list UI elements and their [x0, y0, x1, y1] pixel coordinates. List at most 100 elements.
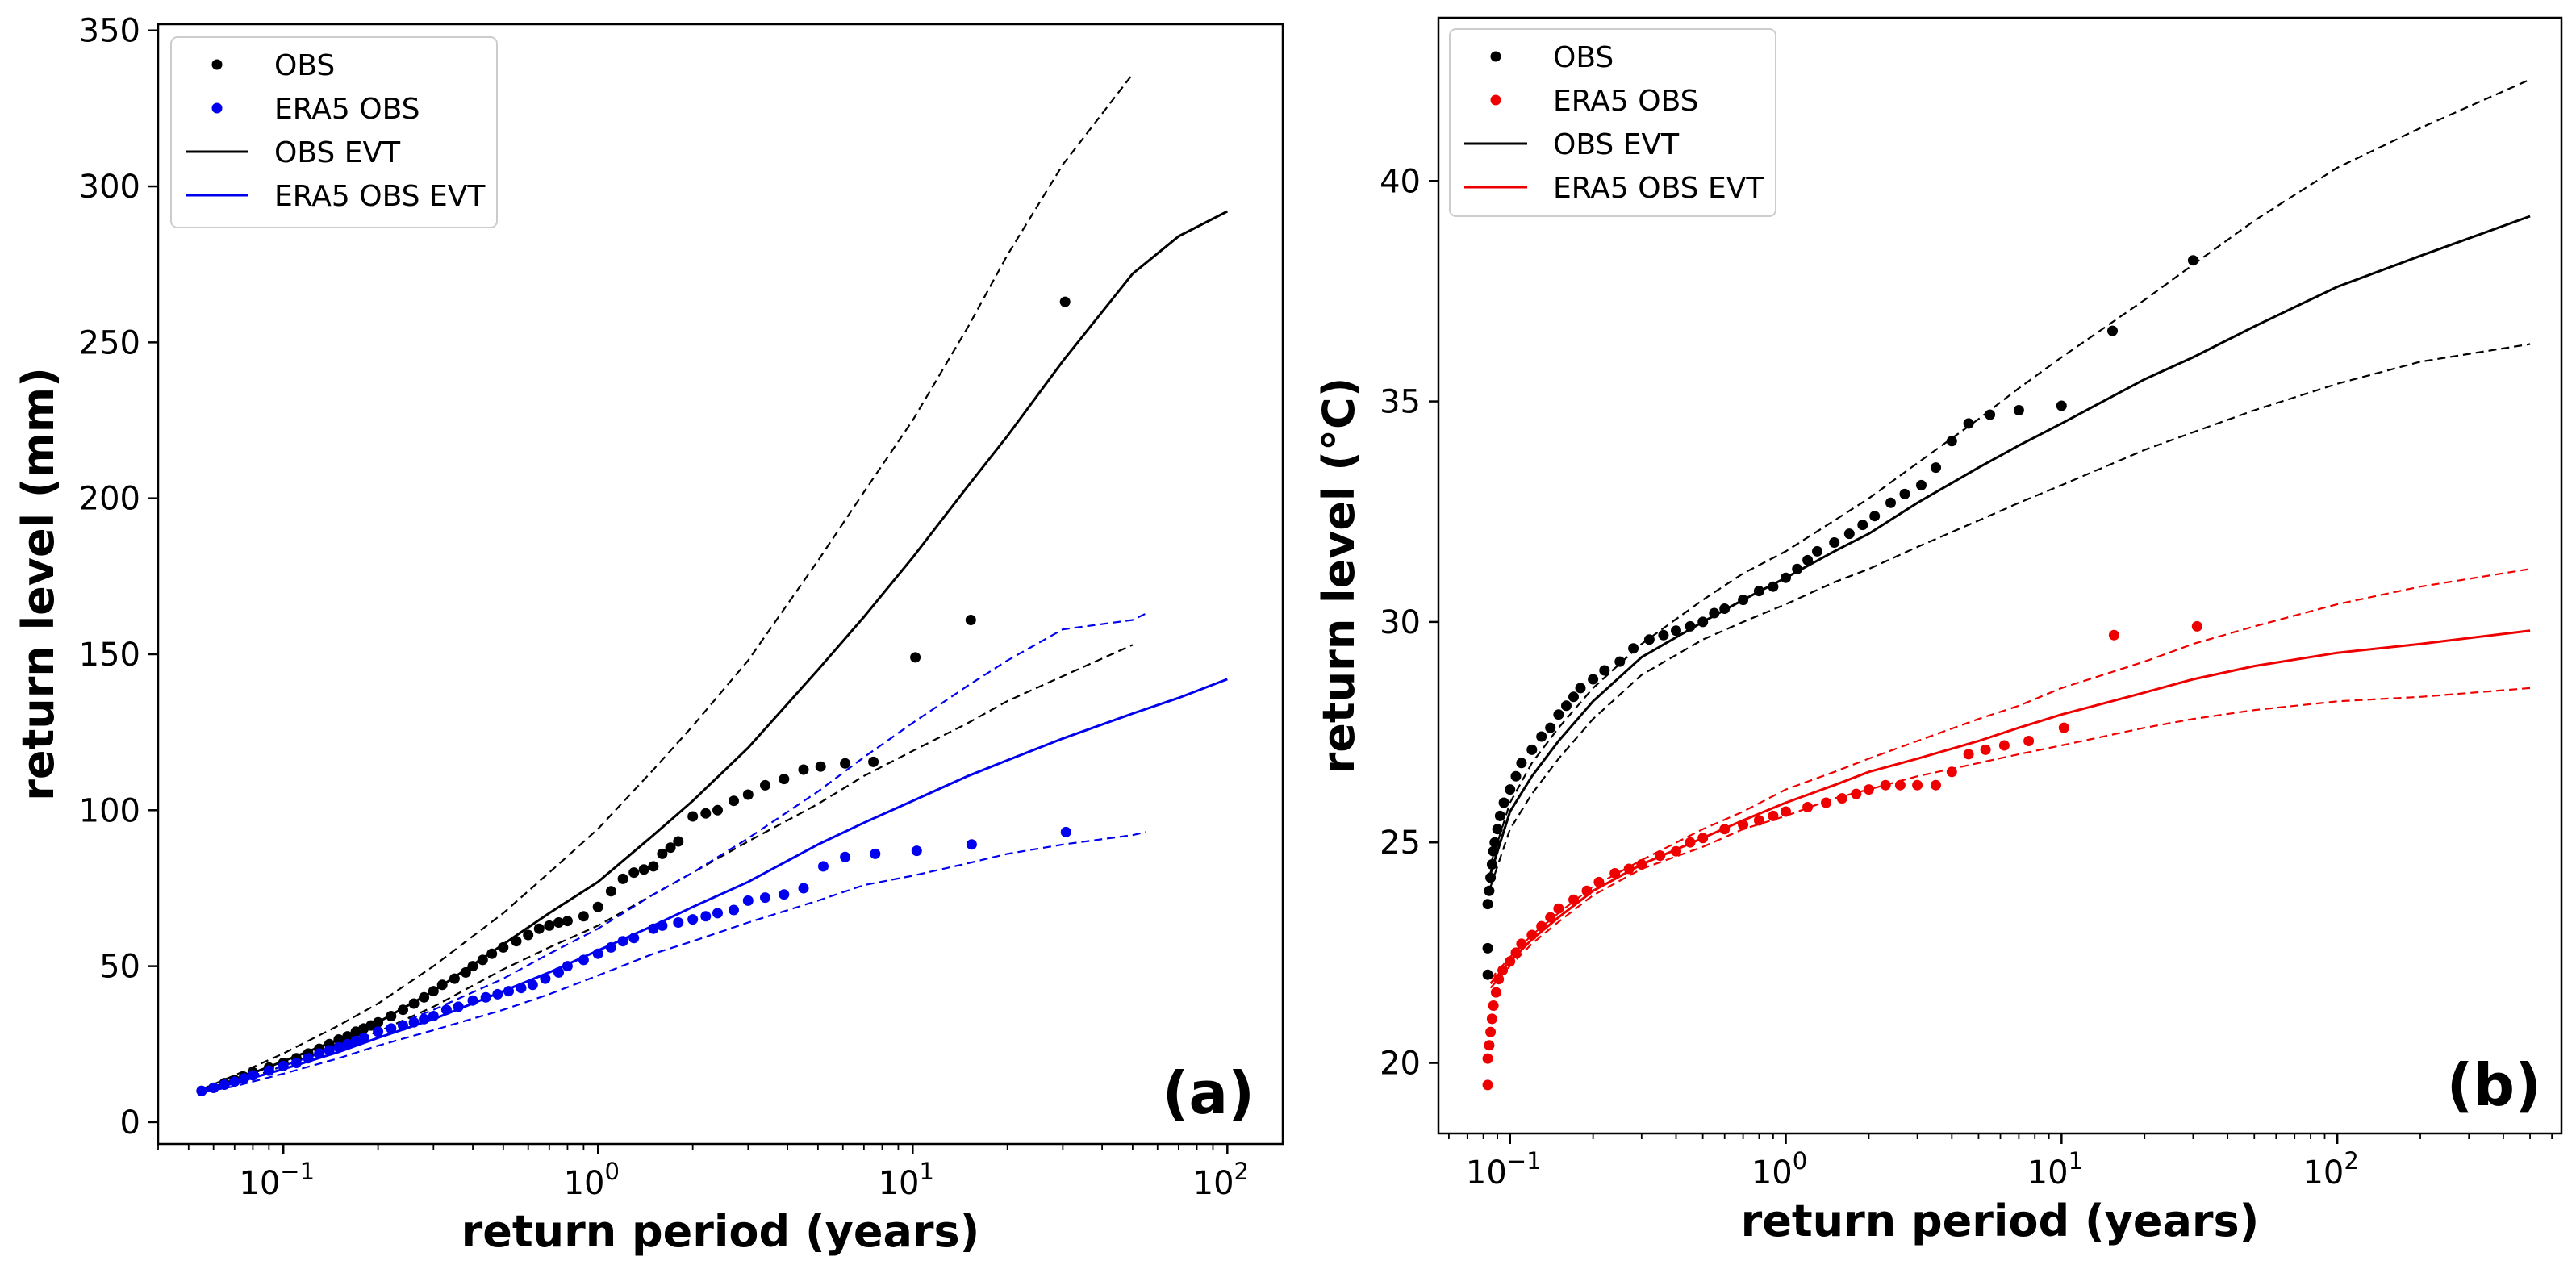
data-point — [1916, 479, 1927, 490]
data-point — [1494, 810, 1505, 821]
data-point — [665, 842, 676, 854]
data-point — [553, 917, 564, 928]
x-axis-label: return period (years) — [1741, 1196, 2260, 1246]
data-point — [477, 954, 488, 966]
legend-marker — [1490, 94, 1501, 106]
data-point — [533, 923, 545, 934]
data-point — [1488, 1000, 1499, 1011]
y-tick-label: 250 — [79, 324, 140, 361]
data-point — [1709, 607, 1720, 619]
data-point — [2187, 255, 2198, 266]
data-point — [314, 1048, 325, 1059]
data-point — [290, 1058, 302, 1068]
data-point — [1792, 563, 1803, 574]
data-point — [1505, 784, 1516, 795]
data-point — [333, 1041, 344, 1053]
data-point — [1821, 797, 1831, 808]
data-point — [1655, 850, 1666, 862]
data-point — [648, 861, 659, 872]
data-point — [1738, 595, 1749, 606]
data-point — [1781, 806, 1791, 817]
data-point — [229, 1076, 240, 1087]
data-point — [342, 1031, 353, 1042]
data-point — [1545, 912, 1556, 923]
data-point — [1671, 625, 1681, 637]
data-point — [1980, 744, 1991, 755]
data-point — [1880, 779, 1891, 791]
data-point — [333, 1034, 344, 1045]
data-point — [700, 911, 712, 922]
data-point — [562, 961, 573, 972]
data-point — [687, 914, 699, 925]
data-point — [1614, 656, 1626, 667]
series-obs-evt — [201, 210, 1228, 1092]
data-point — [729, 795, 739, 807]
data-point — [818, 861, 829, 872]
data-point — [498, 941, 509, 953]
legend-marker — [211, 102, 223, 114]
data-point — [1851, 788, 1862, 799]
data-point — [1497, 965, 1509, 976]
x-tick-label: 101 — [879, 1158, 934, 1202]
data-point — [712, 908, 723, 919]
legend-label: ERA5 OBS EVT — [274, 180, 486, 213]
data-point — [1912, 779, 1923, 791]
data-point — [578, 954, 589, 966]
data-point — [503, 986, 514, 997]
data-point — [208, 1082, 219, 1093]
data-point — [1812, 545, 1822, 557]
data-point — [1545, 722, 1556, 733]
data-point — [1899, 488, 1910, 499]
data-point — [1863, 784, 1874, 795]
data-point — [657, 920, 668, 931]
data-point — [779, 889, 790, 900]
data-point — [712, 804, 723, 816]
data-point — [1588, 674, 1599, 685]
legend-label: OBS EVT — [1553, 128, 1680, 161]
data-point — [386, 1023, 397, 1034]
data-point — [1643, 634, 1655, 645]
data-point — [1843, 528, 1855, 540]
data-point — [196, 1085, 207, 1096]
data-point — [373, 1016, 384, 1028]
data-point — [358, 1033, 369, 1043]
data-point — [1581, 885, 1593, 896]
data-point — [617, 873, 628, 884]
plot-area — [1482, 78, 2531, 1091]
data-point — [386, 1011, 397, 1021]
data-point — [605, 886, 616, 897]
data-point — [1536, 920, 1547, 932]
y-tick-label: 25 — [1380, 824, 1421, 862]
plot-area — [196, 73, 1228, 1096]
data-point — [1685, 620, 1696, 632]
data-point — [1484, 885, 1495, 896]
series-era5-obs — [1482, 620, 2202, 1091]
series-era5-obs-evt — [1489, 629, 2531, 985]
data-point — [263, 1065, 274, 1076]
data-point — [1753, 586, 1764, 597]
data-point — [1568, 691, 1579, 703]
legend: OBS ERA5 OBS OBS EVT ERA5 OBS EVT — [170, 36, 498, 228]
data-point — [1963, 749, 1974, 760]
data-point — [1599, 665, 1610, 676]
data-point — [511, 936, 522, 947]
legend-label: ERA5 OBS — [1553, 85, 1699, 118]
data-point — [428, 986, 439, 997]
data-point — [1482, 1053, 1493, 1064]
series-obs-evt-lower — [201, 644, 1134, 1094]
data-point — [1998, 740, 2010, 751]
data-point — [1485, 872, 1497, 883]
data-point — [398, 1004, 408, 1016]
data-point — [700, 808, 712, 819]
series-era5-obs-evt-lower — [201, 831, 1146, 1094]
data-point — [1931, 462, 1941, 474]
data-point — [2013, 405, 2024, 415]
legend-label: ERA5 OBS — [274, 93, 420, 126]
data-point — [840, 758, 851, 769]
panel-label: (b) — [2447, 1051, 2541, 1119]
x-tick-label: 101 — [2027, 1147, 2083, 1192]
data-point — [2107, 325, 2118, 336]
data-point — [1719, 603, 1731, 614]
data-point — [592, 901, 603, 912]
